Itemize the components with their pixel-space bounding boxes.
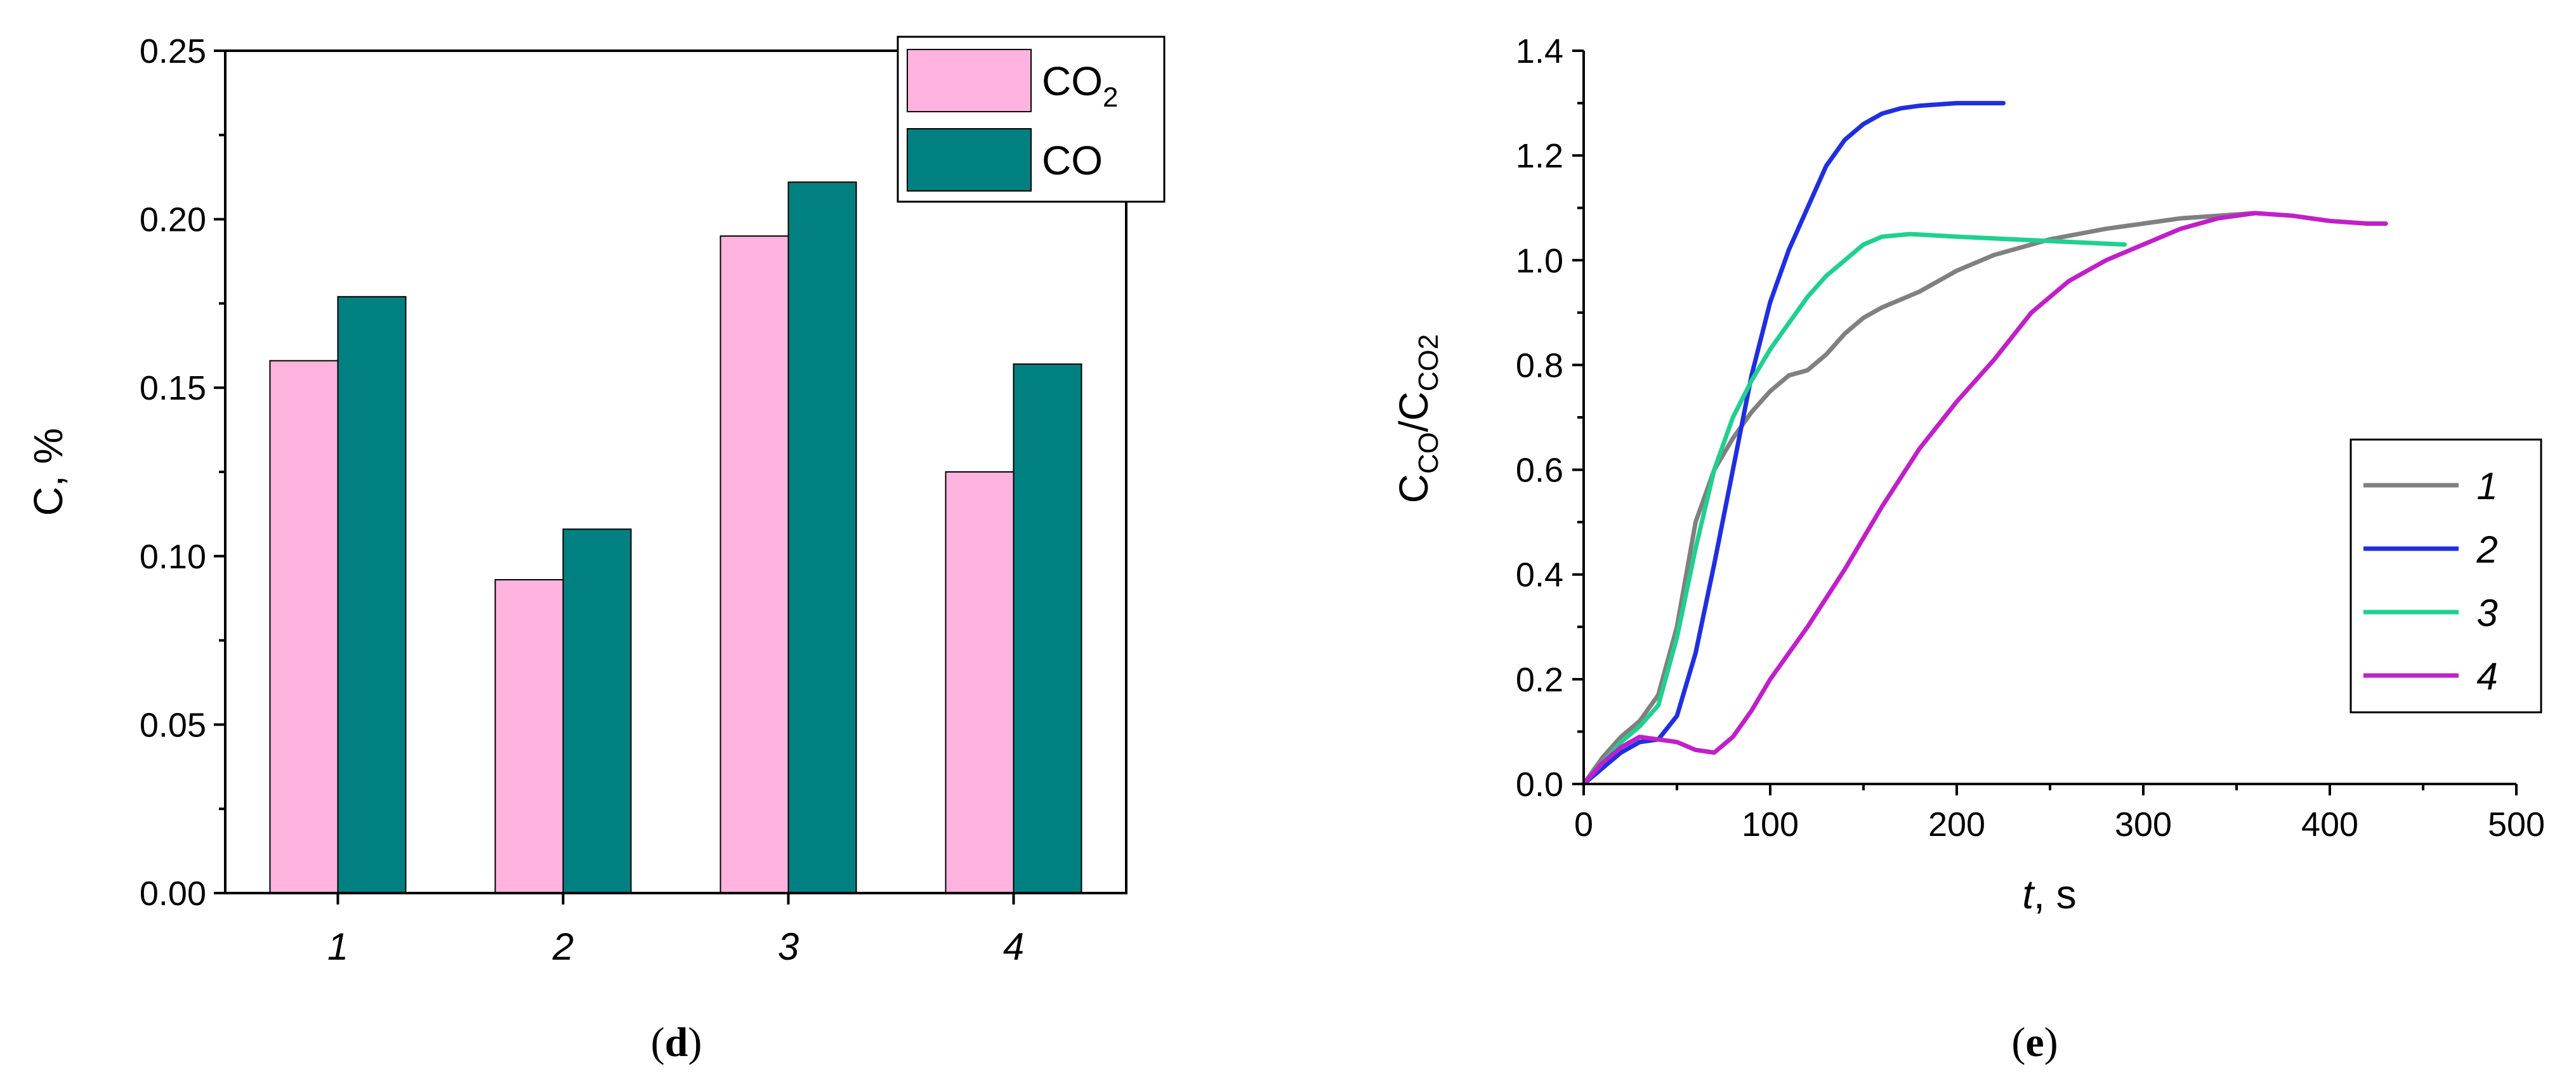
x-tick-label-cat-2: 2: [552, 925, 574, 968]
y-tick-label-0.00: 0.00: [140, 875, 206, 913]
panel-d-bar-chart: 0.00 0.05 0.10 0.15 0.20 0.25 1 2 3 4 C, % CO2 C…: [25, 32, 1166, 1066]
x-tick-label-cat-1: 1: [327, 925, 348, 968]
y-tick-label-0.10: 0.10: [140, 538, 206, 576]
panel-e-x-axis-label: t, s: [2022, 872, 2076, 917]
y-tick-label-0.4: 0.4: [1516, 556, 1563, 594]
y-tick-label-0.8: 0.8: [1516, 346, 1563, 384]
bar-co-cat-1: [337, 296, 407, 894]
bar-co-cat-2: [562, 528, 632, 894]
legend-label-2: 2: [2476, 528, 2497, 571]
panel-e-lines: [1581, 101, 2388, 787]
bar-co2-cat-2: [494, 578, 564, 894]
x-tick-label-500: 500: [2488, 806, 2545, 844]
panel-d-legend: CO2 CO: [897, 36, 1166, 203]
panel-d-y-axis-label: C, %: [25, 428, 71, 516]
bar-co2-cat-1: [269, 360, 339, 894]
panel-d-axes-frame: [224, 49, 1127, 894]
legend-swatch-co: [907, 128, 1032, 192]
panel-e-line-chart: 0.0 0.2 0.4 0.6 0.8 1.0 1.2 1.4 0 100 200 300 400 50…: [1391, 32, 2545, 1066]
panel-e-y-axis-label: CCO/CCO2: [1391, 334, 1444, 504]
y-tick-label-1.0: 1.0: [1516, 242, 1563, 280]
x-tick-label-400: 400: [2301, 806, 2358, 844]
bar-co-cat-4: [1013, 363, 1082, 894]
line-series-4: [1581, 211, 2388, 787]
panel-e-legend: 1 2 3 4: [2349, 438, 2542, 714]
legend-label-co: CO: [1042, 138, 1103, 183]
panel-e-legend-items: 1 2 3 4: [2363, 465, 2498, 698]
legend-label-4: 4: [2476, 655, 2497, 698]
line-series-3: [1581, 232, 2127, 787]
y-tick-label-0.15: 0.15: [140, 369, 206, 407]
y-tick-label-0.20: 0.20: [140, 201, 206, 239]
panel-e-x-ticks: 0 100 200 300 400 500: [1574, 784, 2545, 844]
y-tick-label-0.25: 0.25: [140, 32, 206, 70]
y-tick-label-1.4: 1.4: [1516, 32, 1563, 70]
x-tick-label-0: 0: [1574, 806, 1593, 844]
panel-e-y-ticks: 0.0 0.2 0.4 0.6 0.8 1.0 1.2 1.4: [1516, 32, 1584, 804]
x-tick-label-300: 300: [2115, 806, 2172, 844]
panel-e-caption: (e): [2011, 1019, 2058, 1066]
y-tick-label-0.05: 0.05: [140, 706, 206, 744]
x-tick-label-200: 200: [1928, 806, 1985, 844]
panel-d-y-ticks: 0.00 0.05 0.10 0.15 0.20 0.25: [140, 32, 225, 913]
y-tick-label-0.6: 0.6: [1516, 452, 1563, 490]
legend-label-3: 3: [2476, 592, 2497, 634]
y-tick-label-0.2: 0.2: [1516, 661, 1563, 699]
x-tick-label-cat-3: 3: [778, 925, 799, 968]
bar-co2-cat-4: [945, 471, 1015, 894]
legend-label-1: 1: [2476, 465, 2497, 507]
legend-label-co2: CO2: [1042, 58, 1118, 113]
bar-co2-cat-3: [720, 235, 789, 894]
panel-d-caption: (d): [651, 1019, 702, 1066]
line-series-1: [1581, 211, 2257, 787]
line-series-2: [1581, 101, 2006, 787]
panel-d-bars: [269, 181, 1082, 894]
y-tick-label-1.2: 1.2: [1516, 137, 1563, 175]
x-tick-label-cat-4: 4: [1003, 925, 1024, 968]
bar-co-cat-3: [787, 181, 857, 894]
panel-d-category-labels: 1 2 3 4: [327, 893, 1024, 968]
y-tick-label-0.0: 0.0: [1516, 766, 1563, 804]
legend-swatch-co2: [907, 49, 1032, 112]
x-tick-label-100: 100: [1742, 806, 1799, 844]
panel-e-legend-box: [2349, 438, 2542, 714]
